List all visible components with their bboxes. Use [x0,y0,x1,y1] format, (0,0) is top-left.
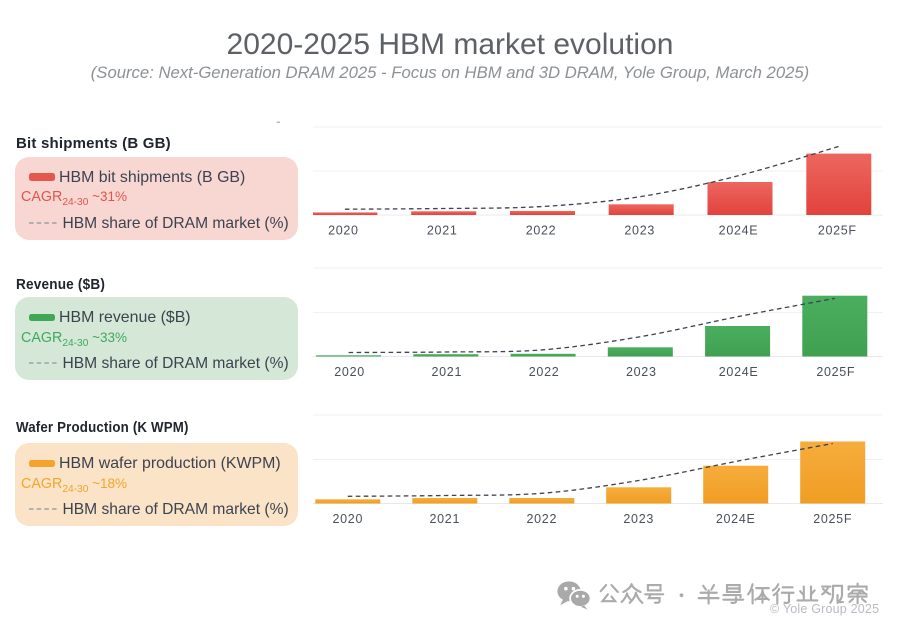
svg-text:2024E: 2024E [719,365,759,379]
svg-text:2023: 2023 [626,365,657,379]
svg-text:2022: 2022 [526,224,557,238]
svg-text:2021: 2021 [431,365,462,379]
svg-text:2022: 2022 [529,365,560,379]
svg-text:2025F: 2025F [816,365,855,379]
svg-text:2020: 2020 [332,512,363,526]
svg-text:2025F: 2025F [813,512,852,526]
svg-text:2025F: 2025F [818,224,857,238]
svg-text:2020: 2020 [334,365,365,379]
svg-text:2021: 2021 [427,224,458,238]
svg-text:2024E: 2024E [716,512,756,526]
svg-text:2024E: 2024E [719,224,759,238]
svg-text:2023: 2023 [623,512,654,526]
svg-text:2021: 2021 [429,512,460,526]
svg-text:© Yole Group 2025: © Yole Group 2025 [770,602,879,616]
svg-text:2023: 2023 [624,224,655,238]
svg-text:2020: 2020 [328,224,359,238]
svg-text:2022: 2022 [526,512,557,526]
